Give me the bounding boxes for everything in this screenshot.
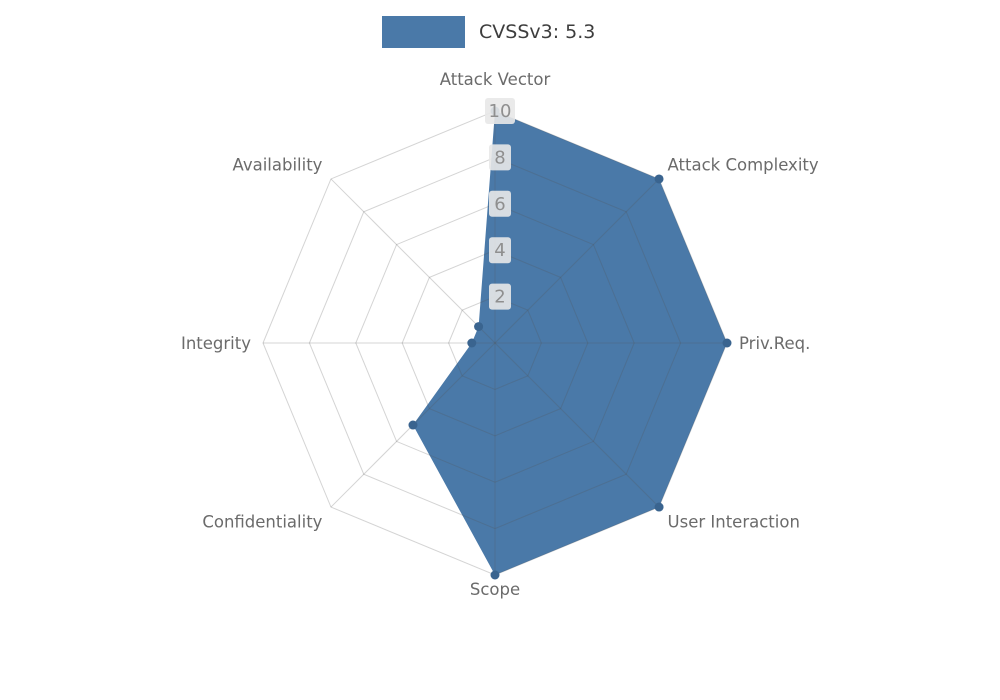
tick-label: 2: [494, 287, 505, 308]
data-polygon: [412, 111, 727, 575]
vertex-marker: [474, 322, 484, 332]
axis-label-attack-vector: Attack Vector: [440, 70, 551, 89]
chart-legend: CVSSv3: 5.3: [382, 16, 595, 48]
axis-label-confidentiality: Confidentiality: [202, 513, 322, 532]
vertex-marker: [408, 420, 418, 430]
axis-label-integrity: Integrity: [181, 334, 251, 353]
vertex-marker: [490, 570, 500, 580]
tick-label-box: [485, 98, 515, 124]
axis-label-scope: Scope: [470, 580, 520, 599]
axis-label-priv-req: Priv.Req.: [739, 334, 810, 353]
grid-spoke: [330, 178, 496, 344]
vertex-marker: [654, 174, 664, 184]
axis-label-availability: Availability: [233, 155, 323, 174]
tick-label-box: [489, 237, 511, 264]
vertex-marker: [467, 338, 477, 348]
tick-label-box: [489, 283, 511, 310]
tick-label: 6: [494, 194, 505, 215]
grid-spoke: [494, 342, 660, 508]
vertex-marker: [654, 502, 664, 512]
tick-label: 4: [494, 240, 505, 261]
axis-label-attack-complexity: Attack Complexity: [668, 155, 819, 174]
grid-spoke: [494, 178, 660, 344]
vertex-marker: [722, 338, 732, 348]
grid-ring: [401, 249, 589, 437]
grid-ring: [308, 156, 682, 530]
legend-label: CVSSv3: 5.3: [479, 21, 596, 43]
tick-label: 10: [489, 101, 512, 122]
axis-label-user-interaction: User Interaction: [668, 513, 800, 532]
tick-label-box: [489, 144, 511, 171]
tick-label: 8: [494, 147, 505, 168]
legend-swatch: [382, 16, 465, 48]
grid-ring: [448, 296, 542, 390]
grid-ring: [355, 203, 635, 483]
tick-label-box: [489, 190, 511, 217]
